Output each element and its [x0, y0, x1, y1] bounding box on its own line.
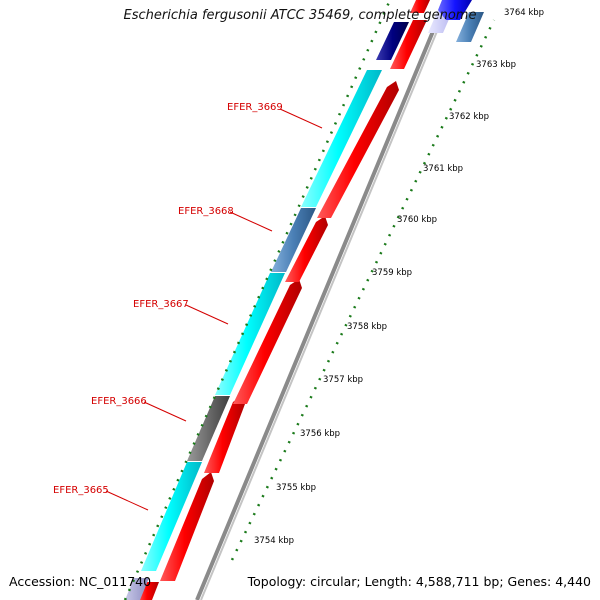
cds-efer-3668[interactable] — [271, 208, 316, 272]
reverse-strand-track — [137, 0, 430, 600]
forward-strand-track — [125, 0, 484, 600]
cds-forward-steelblue[interactable] — [456, 12, 484, 42]
tick-label-3759: 3759 kbp — [372, 268, 412, 278]
leader-efer-3668 — [229, 211, 273, 232]
cds-reverse-3[interactable] — [204, 395, 245, 473]
cds-efer-3665[interactable] — [141, 462, 202, 571]
tick-label-3757: 3757 kbp — [323, 375, 363, 385]
map-title: Escherichia fergusonii ATCC 35469, compl… — [123, 8, 477, 23]
tick-label-3755: 3755 kbp — [276, 483, 316, 493]
tick-label-3761: 3761 kbp — [423, 164, 463, 174]
leader-efer-3666 — [143, 401, 187, 422]
gene-label-efer-3667[interactable]: EFER_3667 — [133, 299, 189, 310]
cds-forward-navy[interactable] — [376, 22, 409, 60]
cds-reverse-2[interactable] — [160, 472, 214, 581]
tick-label-3756: 3756 kbp — [300, 429, 340, 439]
tick-label-3763: 3763 kbp — [476, 60, 516, 70]
cds-reverse-5[interactable] — [285, 216, 328, 282]
cds-forward-lavender[interactable] — [125, 578, 149, 600]
ruler-dotted-track — [230, 19, 496, 561]
tick-label-3758: 3758 kbp — [347, 322, 387, 332]
tick-label-3760: 3760 kbp — [397, 215, 437, 225]
accession-text: Accession: NC_011740 — [9, 574, 152, 589]
cds-reverse-8[interactable] — [410, 0, 430, 13]
cds-reverse-4[interactable] — [233, 279, 302, 404]
cds-efer-3667[interactable] — [215, 273, 285, 395]
cds-forward-blue[interactable] — [438, 0, 472, 20]
cds-efer-3669[interactable] — [301, 70, 382, 207]
cds-reverse-7[interactable] — [390, 20, 427, 69]
cds-reverse-6[interactable] — [317, 81, 399, 218]
topology-text: Topology: circular; Length: 4,588,711 bp… — [247, 574, 591, 589]
backbone-line — [195, 0, 448, 600]
tick-label-3762: 3762 kbp — [449, 112, 489, 122]
leader-efer-3669 — [279, 108, 323, 129]
gene-label-efer-3669[interactable]: EFER_3669 — [227, 102, 283, 113]
backbone-line-shadow — [200, 0, 451, 600]
kbp-tick-labels: 3754 kbp 3755 kbp 3756 kbp 3757 kbp 3758… — [254, 8, 544, 546]
gene-label-efer-3668[interactable]: EFER_3668 — [178, 206, 234, 217]
leader-efer-3667 — [185, 304, 229, 325]
tick-label-3754: 3754 kbp — [254, 536, 294, 546]
tick-label-3764: 3764 kbp — [504, 8, 544, 18]
gene-labels: EFER_3665 EFER_3666 EFER_3667 EFER_3668 … — [53, 102, 283, 496]
gene-label-leaders — [105, 108, 323, 511]
cds-efer-3666[interactable] — [187, 396, 230, 461]
gene-label-efer-3665[interactable]: EFER_3665 — [53, 485, 109, 496]
leader-efer-3665 — [105, 490, 149, 511]
gene-label-efer-3666[interactable]: EFER_3666 — [91, 396, 147, 407]
